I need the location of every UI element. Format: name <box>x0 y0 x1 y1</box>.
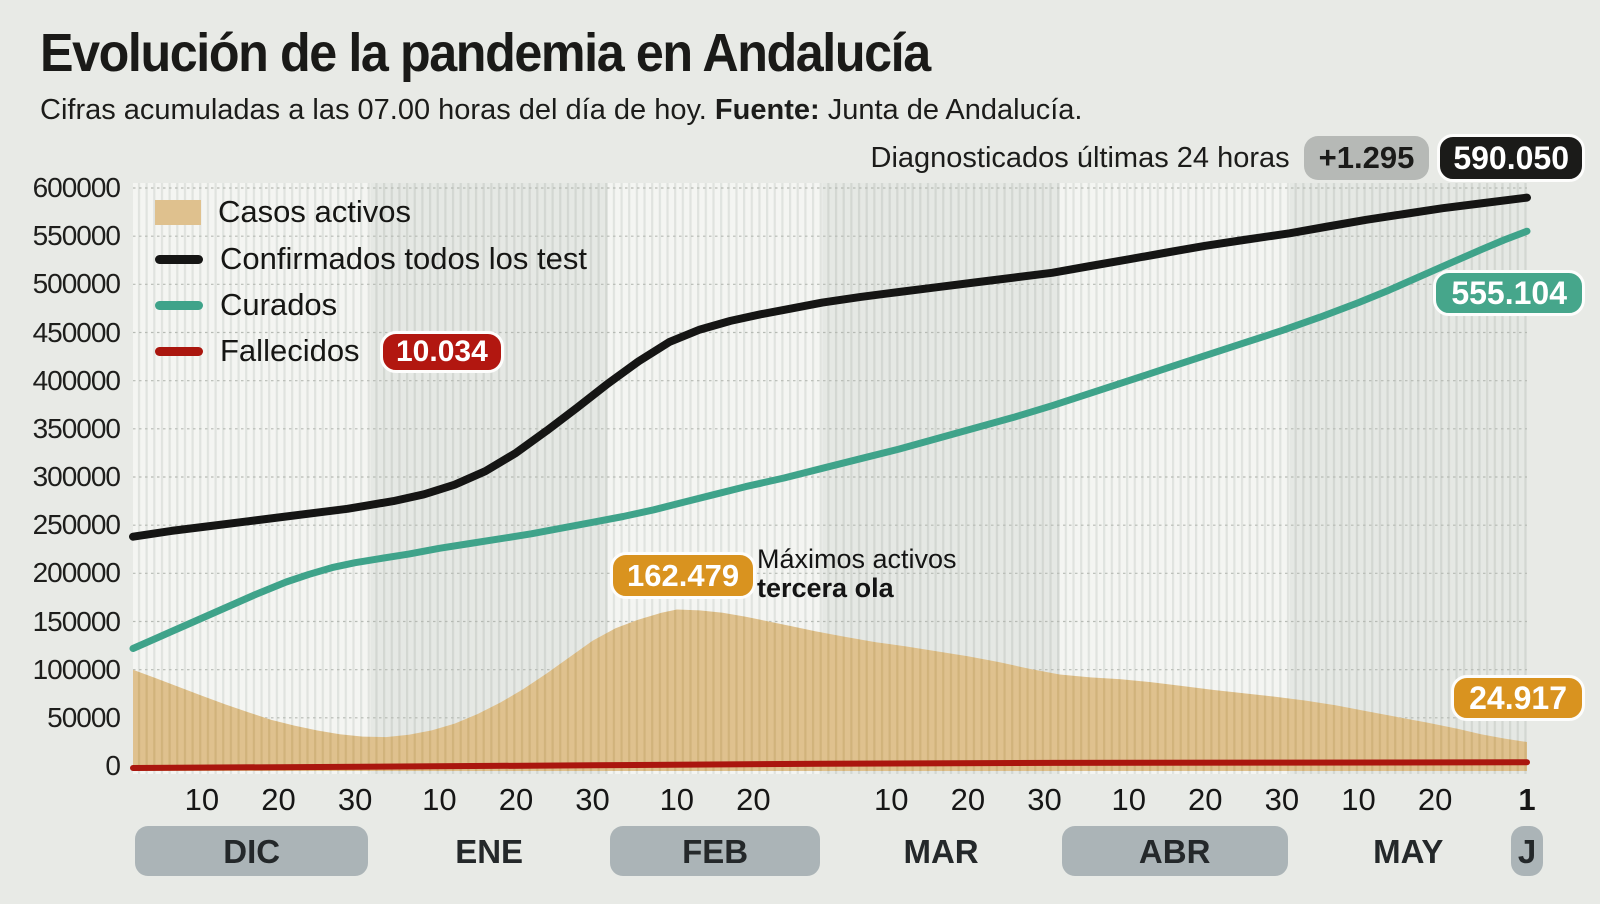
annotation-line2: tercera ola <box>757 573 894 603</box>
y-tick-label: 500000 <box>32 268 121 300</box>
x-tick-label: 10 <box>874 782 909 817</box>
y-tick-label: 50000 <box>47 701 121 733</box>
y-tick-label: 200000 <box>32 557 121 589</box>
x-tick-label: 10 <box>422 782 457 817</box>
x-tick-label: 20 <box>261 782 296 817</box>
x-tick-label: 20 <box>1417 782 1453 817</box>
confirmed-total-badge: 590.050 <box>1437 134 1585 182</box>
legend-label: Curados <box>220 287 338 322</box>
legend-label: Confirmados todos los test <box>220 241 588 276</box>
y-tick-label: 450000 <box>32 316 121 348</box>
line-swatch-icon <box>155 346 203 356</box>
month-pill-J <box>1511 826 1543 876</box>
diagnosed-24h-label: Diagnosticados últimas 24 horas <box>870 141 1290 174</box>
annotation-line1: Máximos activos <box>757 544 957 574</box>
month-background-bands <box>133 183 1527 774</box>
line-swatch-icon <box>155 254 203 264</box>
active-total-badge: 24.917 <box>1451 675 1585 721</box>
y-tick-label: 0 <box>105 750 121 781</box>
y-tick-label: 550000 <box>32 220 121 252</box>
y-tick-label: 100000 <box>32 653 121 685</box>
legend-label: Fallecidos <box>220 333 360 368</box>
legend-item-curados: Curados <box>155 287 337 323</box>
series-Curados <box>129 227 1531 652</box>
month-pill-ABR <box>1061 826 1288 876</box>
page-title: Evolución de la pandemia en Andalucía <box>40 23 931 83</box>
month-label-J: J <box>1517 833 1537 870</box>
x-tick-label: 30 <box>337 782 373 817</box>
series-Confirmados todos los test <box>129 193 1531 541</box>
x-tick-label: 10 <box>184 782 220 817</box>
y-tick-label: 150000 <box>32 605 121 637</box>
x-tick-label: 20 <box>1188 782 1223 817</box>
x-tick-label: 20 <box>736 782 771 817</box>
month-pill-DIC <box>135 826 369 876</box>
x-tick-label: 30 <box>575 782 610 817</box>
subtitle-source: Junta de Andalucía. <box>819 94 1083 126</box>
y-tick-label: 350000 <box>32 412 121 444</box>
x-tick-label: 30 <box>1264 782 1300 817</box>
month-label-FEB: FEB <box>682 833 749 870</box>
y-tick-label: 250000 <box>32 509 121 541</box>
subtitle: Cifras acumuladas a las 07.00 horas del … <box>40 94 1082 127</box>
subtitle-text: Cifras acumuladas a las 07.00 horas del … <box>40 94 715 126</box>
month-label-MAR: MAR <box>903 833 979 870</box>
recovered-total-badge: 555.104 <box>1433 270 1585 316</box>
x-tick-label: 20 <box>498 782 534 817</box>
series-Fallecidos <box>130 759 1530 771</box>
legend-item-casos-activos: Casos activos <box>155 194 411 230</box>
x-tick-label: 10 <box>1341 782 1376 817</box>
band-DIC <box>133 183 371 774</box>
line-swatch-icon <box>155 300 203 310</box>
month-pill-FEB <box>609 826 821 876</box>
x-tick-label: 10 <box>1111 782 1146 817</box>
y-tick-label: 400000 <box>32 364 121 396</box>
x-tick-label: 10 <box>659 782 695 817</box>
max-active-annotation: Máximos activos tercera ola <box>757 545 957 603</box>
x-tick-label: 1 <box>1518 782 1536 817</box>
month-label-DIC: DIC <box>223 833 281 870</box>
diagnosed-24h-delta-badge: +1.295 <box>1303 136 1430 180</box>
series-Casos activos <box>133 609 1527 771</box>
subtitle-source-label: Fuente: <box>714 94 820 126</box>
legend-item-fallecidos: Fallecidos <box>155 333 360 369</box>
area-swatch-icon <box>155 199 201 225</box>
band-ABR <box>1059 183 1290 774</box>
month-label-ENE: ENE <box>455 833 524 870</box>
y-tick-label: 300000 <box>32 461 121 492</box>
legend-item-confirmados: Confirmados todos los test <box>155 241 587 277</box>
x-tick-label: 30 <box>1027 782 1062 817</box>
diagnosed-24h-row: Diagnosticados últimas 24 horas +1.295 5… <box>871 132 1585 184</box>
x-tick-label: 20 <box>950 782 986 817</box>
max-active-badge: 162.479 <box>610 552 757 599</box>
data-series <box>129 193 1531 771</box>
legend-label: Casos activos <box>218 194 411 229</box>
deaths-total-badge: 10.034 <box>380 331 504 373</box>
month-label-MAY: MAY <box>1373 833 1444 870</box>
y-tick-label: 600000 <box>32 172 121 203</box>
month-label-ABR: ABR <box>1138 833 1211 870</box>
